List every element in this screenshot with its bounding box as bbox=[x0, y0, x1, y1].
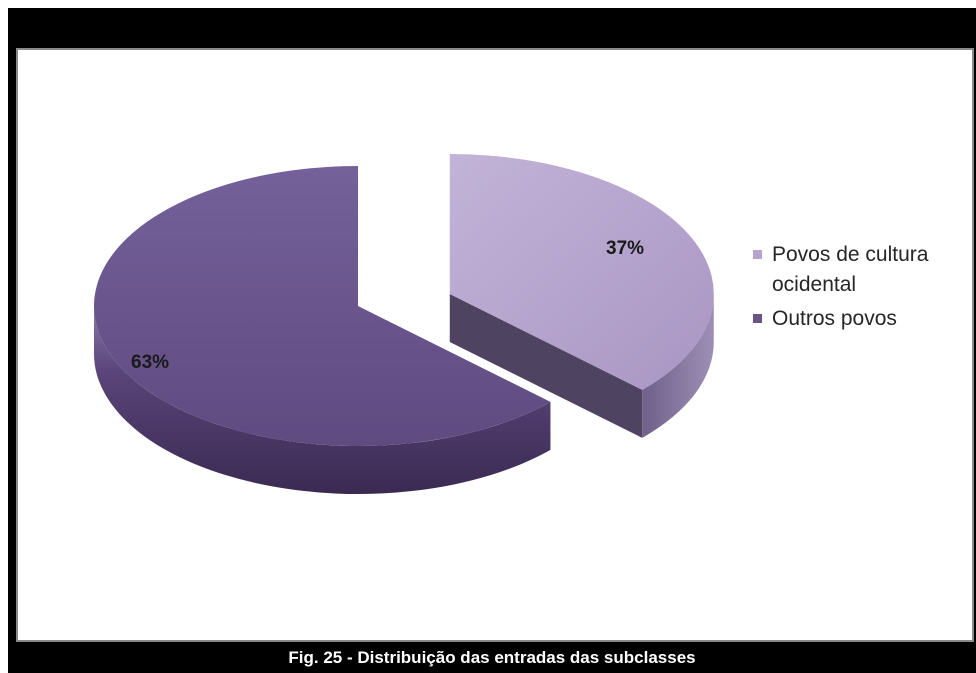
figure-caption: Fig. 25 - Distribuição das entradas das … bbox=[288, 648, 696, 667]
legend-swatch-icon bbox=[752, 249, 763, 260]
figure-frame: 37% 63% Povos de cultura ocidental Outro… bbox=[8, 8, 976, 673]
legend-label: Outros povos bbox=[772, 307, 897, 330]
pie-slice-outros-povos bbox=[94, 166, 551, 494]
legend-item-outros-povos: Outros povos bbox=[750, 304, 970, 334]
legend-item-povos-de-cultura-ocidental: Povos de cultura ocidental bbox=[750, 240, 970, 300]
pie-slice-povos-de-cultura-ocidental bbox=[449, 154, 714, 438]
legend-swatch-icon bbox=[752, 313, 763, 324]
chart-area: 37% 63% bbox=[16, 48, 974, 642]
pie-chart: 37% 63% bbox=[94, 154, 714, 494]
data-label-povos-de-cultura-ocidental: 37% bbox=[606, 238, 644, 259]
chart-legend: Povos de cultura ocidental Outros povos bbox=[750, 240, 970, 338]
data-label-outros-povos: 63% bbox=[131, 352, 169, 373]
legend-label: Povos de cultura ocidental bbox=[772, 243, 929, 296]
